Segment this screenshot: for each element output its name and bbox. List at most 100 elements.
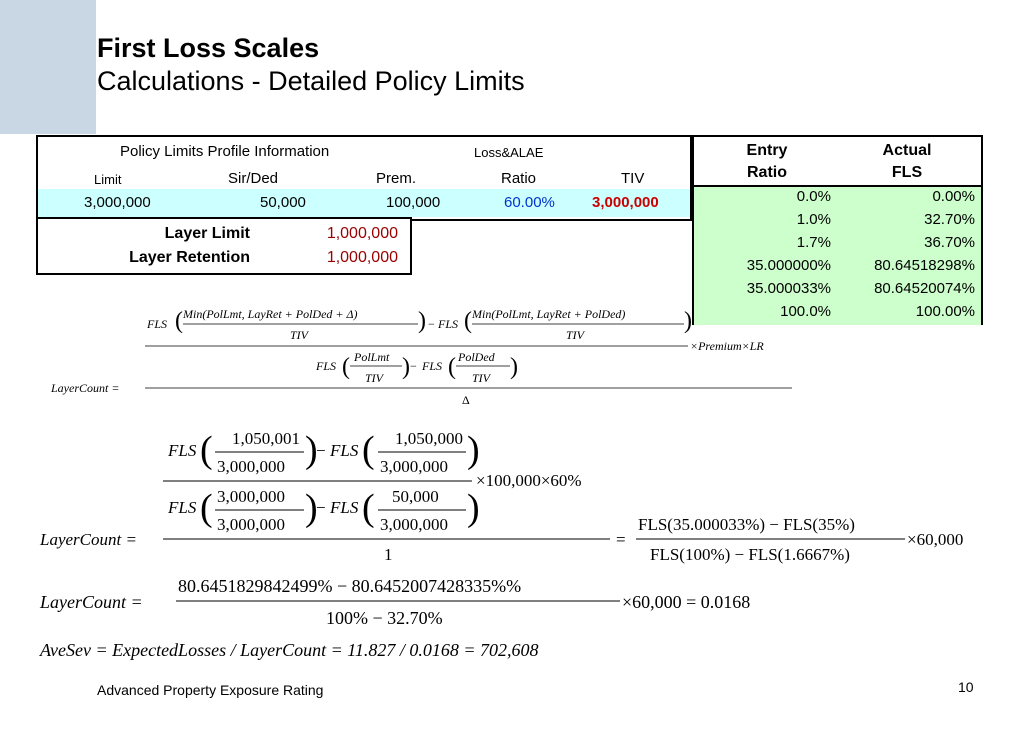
svg-text:): ) [684,308,692,334]
head-entry: Entry [746,142,788,159]
page-number: 10 [958,679,974,695]
svg-text:−: − [428,317,435,331]
svg-text:(: ( [464,308,472,334]
eq3-lhs: LayerCount = [39,592,143,612]
svg-text:): ) [305,487,318,529]
tiv-value: 3,000,000 [592,194,659,211]
actual-fls-cell: 32.70% [924,211,975,228]
prem-value: 100,000 [386,194,441,211]
actual-fls-cell: 80.64518298% [874,257,975,274]
entry-ratio-cell: 100.0% [780,303,831,320]
num-50000: 50,000 [392,487,439,506]
fls-row: 1.7% 36.70% [694,234,981,257]
entry-ratio-cell: 0.0% [796,188,831,205]
svg-text:(: ( [448,354,456,380]
fls-row: 0.0% 0.00% [694,188,981,211]
rhs-times-60k: ×60,000 [907,530,963,549]
generic-fls-1: FLS [146,317,167,331]
rhs-denominator: FLS(100%) − FLS(1.6667%) [650,545,850,564]
num-layercount: LayerCount = [39,530,137,549]
fls-table: Entry Ratio Actual FLS 0.0% 0.00% 1.0% 3… [692,135,983,325]
svg-text:(: ( [362,487,375,529]
svg-text:): ) [510,354,518,380]
col-tiv: TIV [621,170,645,187]
svg-text:(: ( [200,429,213,471]
col-prem: Prem. [376,170,417,187]
profile-data-row: 3,000,000 50,000 100,000 60.00% 3,000,00… [38,189,690,217]
generic-tiv-2: TIV [566,328,586,342]
fls-row: 100.0% 100.00% [694,303,981,326]
generic-tiv-3: TIV [365,371,385,385]
head-ratio: Ratio [747,164,787,181]
svg-text:−: − [316,498,326,517]
corner-decoration [0,0,96,134]
svg-text:(: ( [342,354,350,380]
svg-text:(: ( [200,487,213,529]
entry-ratio-cell: 1.0% [796,211,831,228]
sirded-value: 50,000 [260,194,306,211]
svg-text:=: = [616,530,626,549]
entry-ratio-cell: 35.000000% [746,257,831,274]
generic-fls-3: FLS [315,359,336,373]
num-den-2: 3,000,000 [380,457,448,476]
num-one: 1 [384,545,393,564]
layer-retention-label: Layer Retention [129,249,250,266]
num-1050001: 1,050,001 [232,429,300,448]
rhs-numerator: FLS(35.000033%) − FLS(35%) [638,515,855,534]
num-fls-1: FLS [167,441,197,460]
limit-value: 3,000,000 [84,194,151,211]
footer-text: Advanced Property Exposure Rating [97,682,324,698]
fls-row: 35.000033% 80.64520074% [694,280,981,303]
actual-fls-cell: 100.00% [915,303,975,320]
eq3-tail: ×60,000 = 0.0168 [622,592,750,612]
profile-header: Policy Limits Profile Information [120,143,330,160]
policy-limits-profile-table: Policy Limits Profile Information Loss&A… [36,135,692,221]
page-subtitle: Calculations - Detailed Policy Limits [97,66,525,96]
svg-text:−: − [316,441,326,460]
num-den-4: 3,000,000 [380,515,448,534]
entry-ratio-cell: 1.7% [796,234,831,251]
page-title: First Loss Scales [97,33,320,63]
svg-text:(: ( [175,308,183,334]
ratio-value: 60.00% [504,194,555,211]
generic-premium-lr: ×Premium×LR [690,339,764,353]
col-limit: Limit [94,172,122,187]
actual-fls-cell: 0.00% [932,188,975,205]
loss-alae-label: Loss&ALAE [474,145,544,160]
generic-min-term-2: Min(PolLmt, LayRet + PolDed) [471,307,625,321]
actual-fls-cell: 36.70% [924,234,975,251]
svg-text:): ) [418,308,426,334]
svg-text:−: − [410,359,417,373]
entry-ratio-cell: 35.000033% [746,280,831,297]
avesev-formula: AveSev = ExpectedLosses / LayerCount = 1… [39,640,539,660]
generic-pollmt: PolLmt [353,350,390,364]
svg-text:): ) [305,429,318,471]
fls-row: 35.000000% 80.64518298% [694,257,981,280]
svg-text:(: ( [362,429,375,471]
layer-limit-value: 1,000,000 [326,225,398,242]
generic-fls-4: FLS [421,359,442,373]
num-times-prem: ×100,000×60% [476,471,582,490]
svg-text:): ) [402,354,410,380]
layer-retention-value: 1,000,000 [326,249,398,266]
eq3-denominator: 100% − 32.70% [326,608,443,628]
generic-tiv-1: TIV [290,328,310,342]
num-fls-4: FLS [329,498,359,517]
eq3-numerator: 80.6451829842499% − 80.6452007428335%% [178,576,521,596]
head-fls: FLS [891,164,923,181]
svg-text:): ) [467,487,480,529]
generic-layercount: LayerCount = [50,381,119,395]
generic-min-term-1: Min(PolLmt, LayRet + PolDed + Δ) [182,307,358,321]
fls-table-body: 0.0% 0.00% 1.0% 32.70% 1.7% 36.70% 35.00… [694,185,981,325]
num-fls-3: FLS [167,498,197,517]
col-ratio: Ratio [501,170,537,187]
svg-text:): ) [467,429,480,471]
actual-fls-cell: 80.64520074% [874,280,975,297]
head-actual: Actual [882,142,932,159]
generic-tiv-4: TIV [472,371,492,385]
layer-table: Layer Limit 1,000,000 Layer Retention 1,… [36,217,412,275]
generic-polded: PolDed [457,350,496,364]
col-sirded: Sir/Ded [228,170,279,187]
num-1050000: 1,050,000 [395,429,463,448]
